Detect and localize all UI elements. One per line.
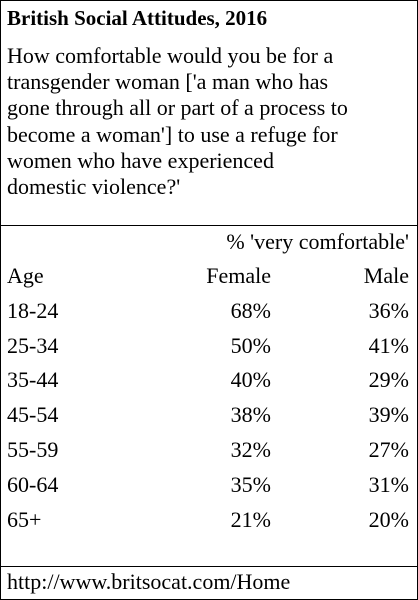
cell: 40%	[230, 367, 271, 393]
age-cell: 55-59	[7, 436, 59, 462]
column-header: Male	[363, 263, 409, 288]
table-row: 25-34 50% 41%	[1, 333, 417, 368]
cell: 27%	[368, 436, 409, 462]
age-cell: 65+	[7, 506, 42, 532]
age-cell: 25-34	[7, 332, 59, 358]
question: How comfortable would you be for a transg…	[7, 43, 348, 200]
question-line: How comfortable would you be for a	[7, 43, 334, 68]
table-row: 18-24 68% 36%	[1, 298, 417, 333]
cell: 36%	[368, 297, 409, 323]
cell: 39%	[368, 402, 409, 428]
table-body: Age Female Male 18-24 68% 36% 25-34 50% 41% 35-44…	[1, 263, 417, 541]
column-header: Age	[7, 263, 44, 288]
table-row: 45-54 38% 39%	[1, 402, 417, 437]
cell: 68%	[230, 297, 271, 323]
question-line: transgender woman ['a man who has	[7, 69, 329, 95]
age-cell: 45-54	[7, 402, 59, 428]
cell: 21%	[230, 506, 271, 532]
age-cell: 18-24	[7, 297, 59, 323]
question-line: gone through all or part of a process to	[7, 95, 348, 121]
table-row: 60-64 35% 31%	[1, 472, 417, 507]
cell: 50%	[230, 332, 271, 358]
measure-label: % 'very comfortable'	[226, 229, 409, 254]
header-row: Age Female Male	[1, 263, 417, 298]
rule	[1, 566, 417, 567]
question-line: domestic violence?'	[7, 174, 181, 200]
cell: 38%	[230, 402, 271, 428]
table-row: 55-59 32% 27%	[1, 437, 417, 472]
cell: 20%	[368, 506, 409, 532]
column-header: Female	[206, 263, 271, 288]
age-cell: 60-64	[7, 471, 59, 497]
cell: 32%	[230, 436, 271, 462]
table-row: 65+ 21% 20%	[1, 507, 417, 542]
cell: 31%	[368, 471, 409, 497]
question-line: women who have experienced	[7, 147, 274, 173]
cell: 35%	[230, 471, 271, 497]
age-cell: 35-44	[7, 367, 59, 393]
source: http://www.britsocat.com/Home	[7, 569, 291, 594]
table-row: 35-44 40% 29%	[1, 367, 417, 402]
cell: 29%	[368, 367, 409, 393]
cell: 41%	[368, 332, 409, 358]
question-line: become a woman'] to use a refuge for	[7, 121, 338, 147]
title: British Social Attitudes, 2016	[7, 6, 268, 30]
rule	[1, 225, 417, 226]
